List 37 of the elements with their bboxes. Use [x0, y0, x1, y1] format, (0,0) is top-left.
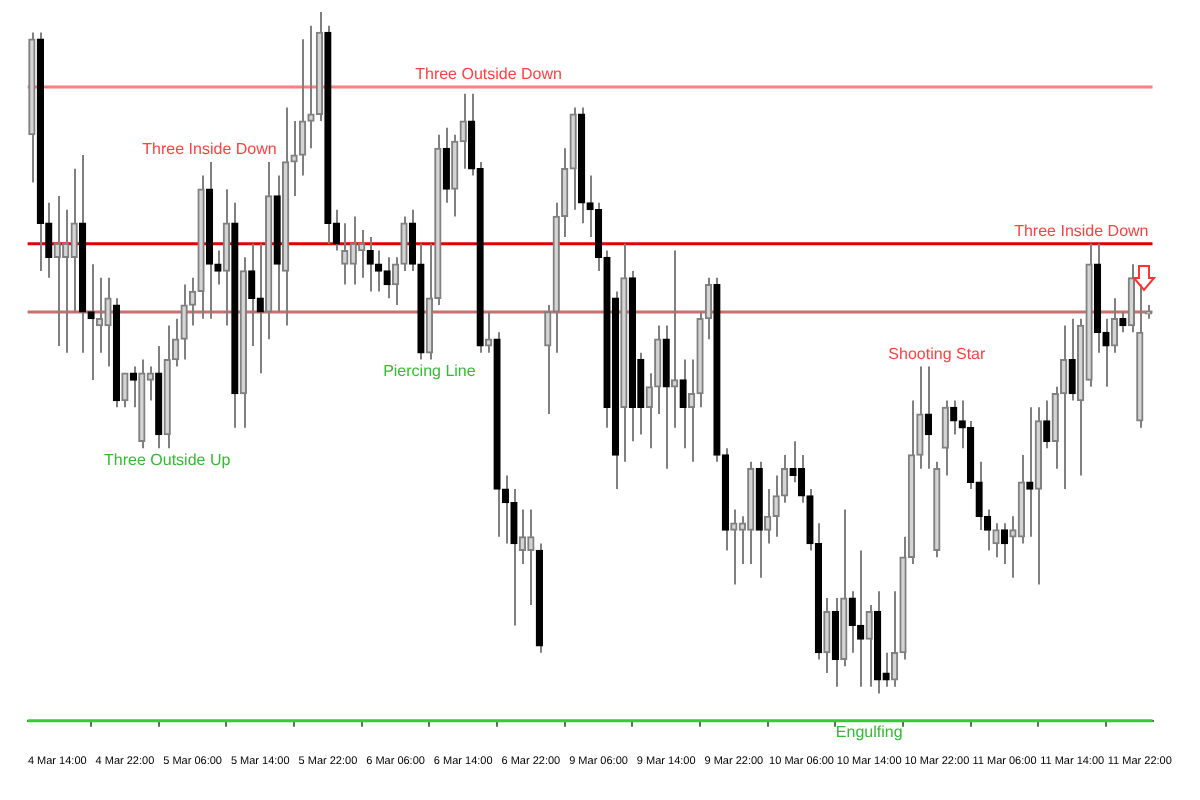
candlestick [527, 508, 535, 606]
candlestick [1000, 522, 1009, 566]
candlestick [857, 549, 865, 688]
candlestick [679, 358, 687, 450]
candlestick [662, 324, 670, 470]
candlestick [408, 208, 417, 272]
candlestick [772, 474, 780, 538]
candlestick [349, 215, 357, 286]
candlestick [366, 235, 374, 293]
candlestick [924, 365, 933, 470]
candlestick [87, 263, 95, 382]
candlestick [764, 488, 772, 545]
candlestick [1068, 317, 1076, 402]
candlestick [941, 399, 949, 477]
candlestick [222, 188, 231, 327]
candlestick [1026, 406, 1034, 538]
annotation: Three Outside Up [104, 450, 232, 469]
annotation: Three Inside Down [142, 140, 277, 159]
candlestick [670, 249, 679, 429]
candlestick [341, 222, 349, 286]
candlestick [104, 276, 112, 368]
annotation: Three Inside Down [1014, 222, 1149, 241]
candlestick [53, 195, 61, 347]
annotation: Three Outside Down [415, 65, 562, 84]
candlestick [180, 283, 188, 361]
candlestick [730, 508, 738, 586]
candlestick [383, 256, 391, 300]
annotation: Piercing Line [383, 361, 477, 380]
candlestick [121, 372, 129, 409]
annotation: Engulfing [835, 723, 903, 742]
candlestick [484, 310, 493, 354]
candlestick [865, 603, 873, 688]
candlestick [823, 597, 831, 675]
annotation: Shooting Star [888, 344, 986, 363]
candlestick [848, 590, 856, 654]
candlestick [307, 24, 315, 150]
candlestick [62, 208, 70, 354]
